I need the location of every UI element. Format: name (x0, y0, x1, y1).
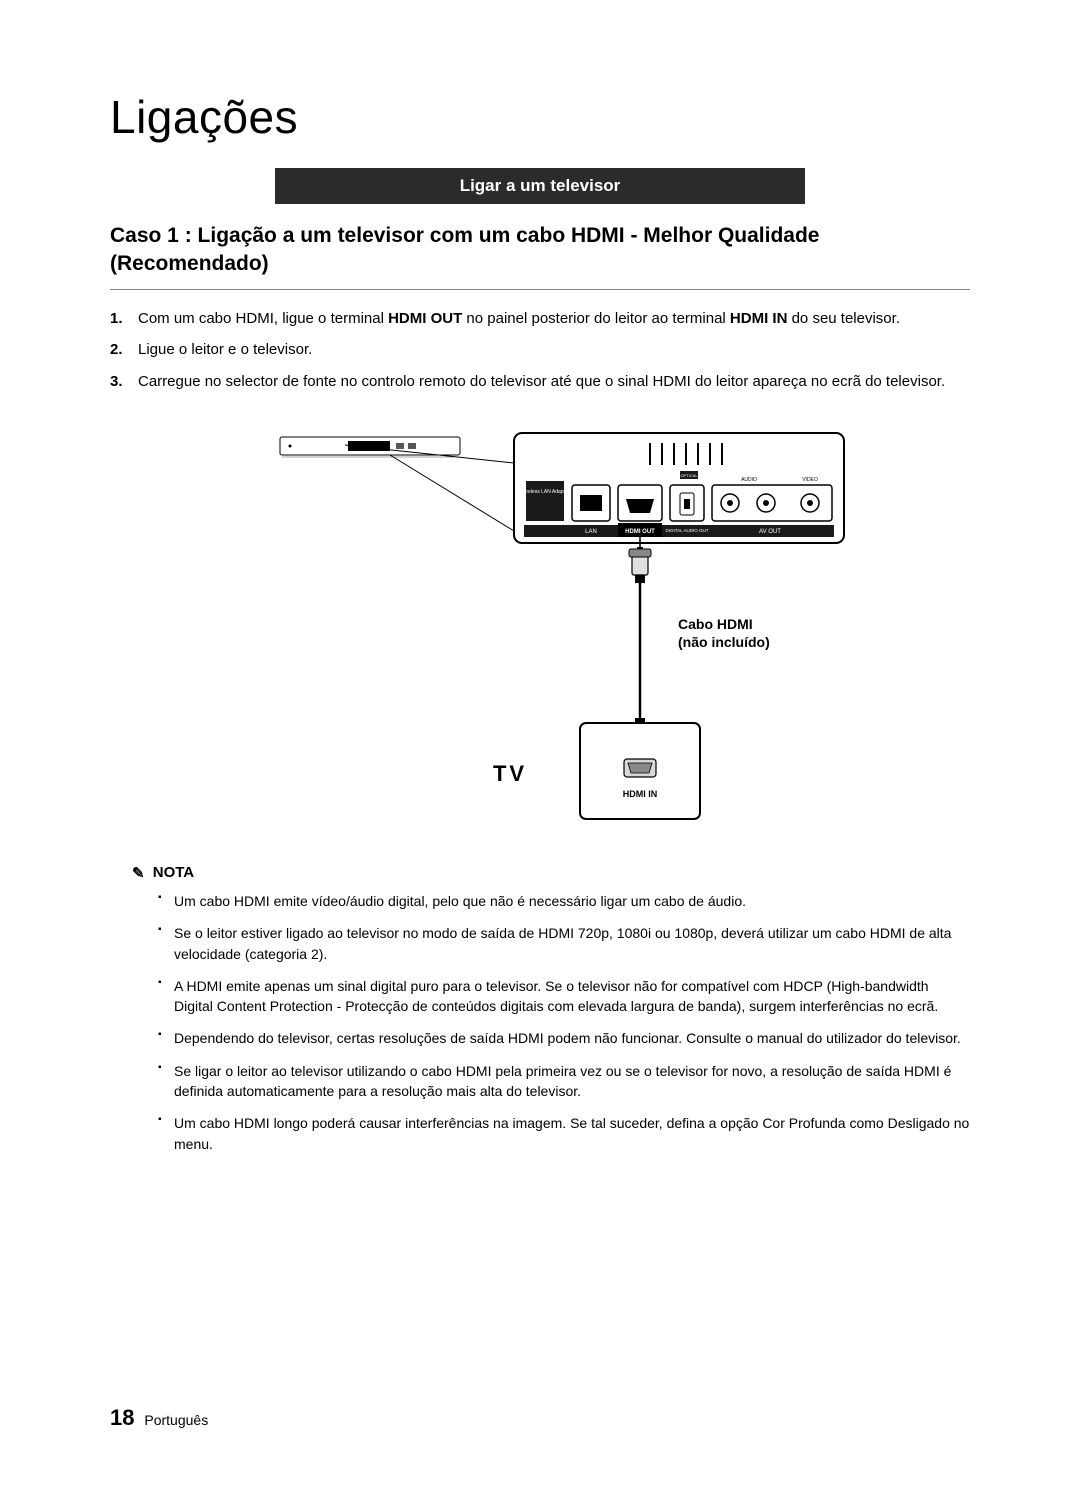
note-item: Dependendo do televisor, certas resoluçõ… (158, 1028, 970, 1048)
cable-label-line1: Cabo HDMI (678, 615, 770, 633)
hdmi-out-term: HDMI OUT (388, 310, 462, 327)
note-item: Se o leitor estiver ligado ao televisor … (158, 923, 970, 964)
step-2: Ligue o leitor e o televisor. (110, 339, 970, 361)
digital-audio-label: DIGITAL AUDIO OUT (665, 528, 708, 533)
step-1-text-c: do seu televisor. (787, 310, 900, 327)
step-3: Carregue no selector de fonte no control… (110, 371, 970, 393)
section-bar: Ligar a um televisor (275, 168, 805, 204)
hdmi-in-label: HDMI IN (623, 789, 658, 799)
note-icon: ✎ (132, 864, 145, 882)
footer-language: Português (144, 1412, 208, 1428)
note-block: ✎ NOTA Um cabo HDMI emite vídeo/áudio di… (110, 863, 970, 1154)
optical-label: OPTICAL (680, 473, 698, 478)
step-1-text-a: Com um cabo HDMI, ligue o terminal (138, 310, 388, 327)
notes-list: Um cabo HDMI emite vídeo/áudio digital, … (110, 891, 970, 1154)
steps-list: Com um cabo HDMI, ligue o terminal HDMI … (110, 308, 970, 393)
step-1: Com um cabo HDMI, ligue o terminal HDMI … (110, 308, 970, 330)
callout-line-bottom (390, 455, 514, 531)
page-footer: 18 Português (110, 1405, 208, 1431)
tv-hdmi-box: HDMI IN (580, 723, 700, 819)
note-item: Um cabo HDMI longo poderá causar interfe… (158, 1113, 970, 1154)
subheading: Caso 1 : Ligação a um televisor com um c… (110, 222, 970, 279)
lan-label: LAN (585, 529, 597, 535)
rear-panel: Wireless LAN Adapter LAN HDMI OUT OPTICA… (514, 433, 844, 551)
note-title: ✎ NOTA (132, 863, 970, 881)
step-1-text-b: no painel posterior do leitor ao termina… (462, 310, 730, 327)
divider (110, 289, 970, 290)
chapter-title: Ligações (110, 90, 970, 144)
cable-label-line2: (não incluído) (678, 633, 770, 651)
note-item: Um cabo HDMI emite vídeo/áudio digital, … (158, 891, 970, 911)
av-out-label: AV OUT (759, 529, 781, 535)
page-number: 18 (110, 1405, 134, 1430)
wlan-label: Wireless LAN Adapter (521, 489, 570, 495)
note-title-text: NOTA (153, 864, 194, 881)
audio-label: AUDIO (741, 477, 757, 483)
tv-label: TV (493, 761, 527, 786)
note-item: Se ligar o leitor ao televisor utilizand… (158, 1061, 970, 1102)
cable-label: Cabo HDMI (não incluído) (678, 615, 770, 651)
hdmi-in-term: HDMI IN (730, 310, 788, 327)
hdmi-out-label: HDMI OUT (625, 529, 655, 535)
note-item: A HDMI emite apenas um sinal digital pur… (158, 976, 970, 1017)
video-label: VIDEO (802, 477, 818, 483)
connection-diagram: Wireless LAN Adapter LAN HDMI OUT OPTICA… (230, 423, 850, 843)
